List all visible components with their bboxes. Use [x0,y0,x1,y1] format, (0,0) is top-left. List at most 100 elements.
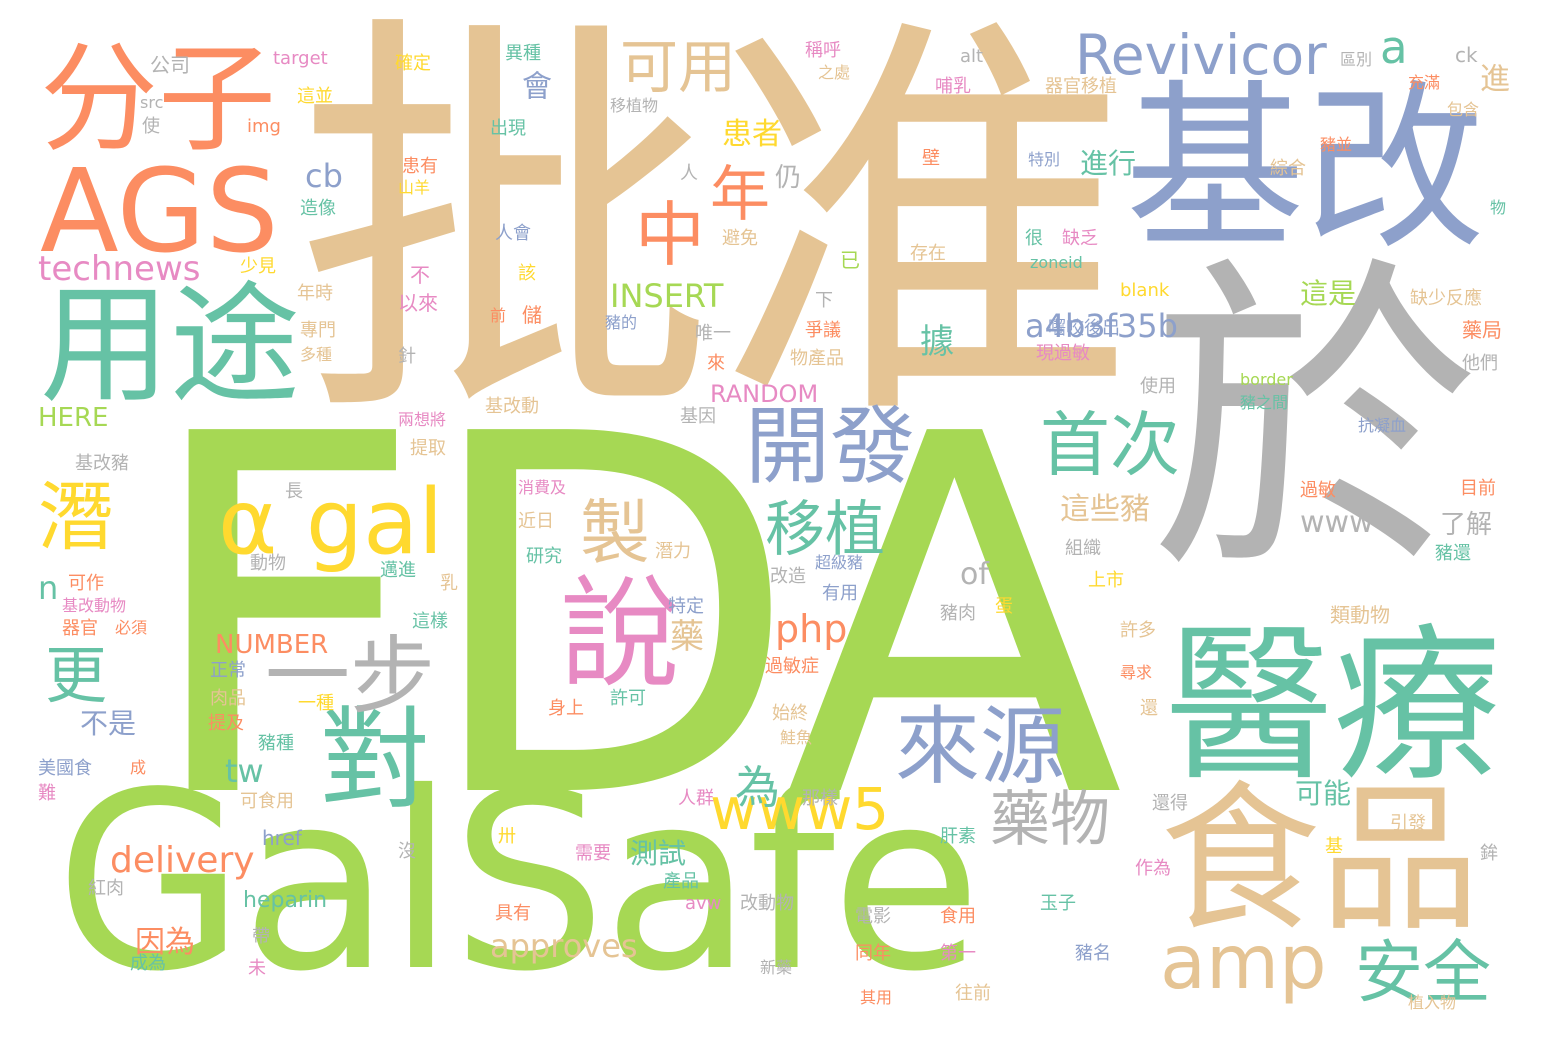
word-img: img [247,116,281,137]
word-renhui: 人會 [495,223,531,244]
word-qubie: 區別 [1340,50,1373,69]
word-zheshi: 這是 [1300,277,1357,310]
word-duozhong: 多種 [300,345,333,364]
word-xuke: 許可 [610,688,646,709]
word-zhude: 豬的 [605,313,638,332]
word-jigai: 基改 [1125,65,1486,274]
word-tebie: 特別 [1028,150,1061,169]
word-tiji: 提及 [208,713,244,734]
word-yu: 於 [1150,231,1480,615]
word-of: of [960,557,989,592]
word-mei: 沒 [398,841,416,862]
word-alt: alt [960,46,984,67]
word-dan: 蛋 [995,596,1013,617]
word-wei: 為 [735,761,781,814]
word-zhichu: 之處 [818,63,851,82]
word-shiyong: 使用 [1140,376,1176,397]
word-ru: 乳 [440,573,458,594]
word-approves: approves [490,927,638,965]
word-fda: FDA [140,331,1124,907]
word-baohan: 包含 [1447,100,1480,119]
word-a: a [1380,21,1408,74]
word-jinri: 近日 [518,511,554,532]
word-xinyao: 新藥 [760,958,793,977]
word-guiyu: 鮭魚 [780,728,813,747]
word-shi: 使 [142,116,160,137]
word-huan: 還 [1140,698,1158,719]
word-src: src [140,93,164,112]
word-bushi: 不是 [80,707,137,740]
word-pizhun: 批准 [295,0,1135,472]
word-guomin: 過敏 [1300,480,1336,501]
word-jinxing: 進行 [1080,147,1137,180]
word-zhexiezhu: 這些豬 [1060,492,1150,527]
word-liangxiangjiang: 兩想將 [398,410,447,429]
word-zhuhai: 豬還 [1435,543,1471,564]
word-shiyong2: 食用 [940,906,976,927]
word-weiyi: 唯一 [695,323,731,344]
word-yaowu: 藥物 [990,785,1110,855]
word-xunqiu: 尋求 [1120,663,1153,682]
word-youyong: 有用 [822,583,858,604]
word-queding: 確定 [395,53,431,74]
word-kaifa: 開發 [745,398,916,497]
word-avw: avw [685,893,722,914]
word-ceshi: 測試 [630,837,687,870]
word-zuowei: 作為 [1135,858,1171,879]
word-zhurou: 豬肉 [940,603,976,624]
word-xiaofeiji: 消費及 [518,478,567,497]
word-www5: www5 [710,775,890,843]
word-shanyang: 山羊 [398,178,431,197]
word-geng: 更 [45,639,108,712]
word-yizhong2: 一種 [298,693,334,714]
word-number: NUMBER [215,630,329,660]
word-blank: blank [1120,280,1170,301]
word-anquan: 安全 [1355,934,1492,1013]
word-wuchanpin: 物產品 [790,348,844,369]
word-buru: 哺乳 [935,76,971,97]
word-qiguan: 器官 [62,618,98,639]
word-jigaizhu: 基改豬 [75,453,129,474]
word-zhubing: 豬並 [1320,135,1353,154]
word-ju: 據 [920,322,954,362]
word-galsafe: GalSafe [55,740,982,1025]
word-keneng: 可能 [1295,777,1352,810]
word-yiliao: 醫療 [1165,608,1501,804]
word-insert: INSERT [610,277,724,315]
word-meiguoshi: 美國食 [38,758,92,779]
word-gansu: 肝素 [940,826,976,847]
word-diyi: 第一 [940,943,976,964]
word-gai: 該 [518,263,536,284]
word-qian2: 前 [490,306,507,325]
word-chengwei: 成為 [130,953,166,974]
word-mubiao: 目前 [1460,478,1496,499]
word-zhuzhijian: 豬之間 [1240,393,1289,412]
word-zoneid: zoneid [1030,253,1083,272]
word-zhen: 針 [398,346,416,367]
word-qiyong: 其用 [860,988,893,1007]
word-niaoyaohou: 囓咬後出 [1048,318,1120,339]
word-cunzai: 存在 [910,243,946,264]
word-tw: tw [225,752,264,790]
word-jigaidongwu: 基改動物 [62,596,127,615]
word-target: target [273,48,328,69]
word-www: www [1300,505,1374,540]
word-wei2: 未 [248,958,266,979]
word-reng: 仍 [775,163,802,193]
word-tamen: 他們 [1462,353,1498,374]
word-chuxian: 出現 [490,118,526,139]
word-roupin: 肉品 [210,688,246,709]
word-shouci: 首次 [1040,404,1180,486]
word-bixu: 必須 [115,618,148,637]
word-shizhong: 始終 [772,703,808,724]
word-gongsi: 公司 [150,53,190,77]
word-chu: 儲 [522,303,542,327]
word-yaoju: 藥局 [1462,318,1502,342]
word-heparin: heparin [243,888,328,913]
word-zaoxiang: 造像 [300,198,336,219]
word-xiu: 鉾 [1480,843,1498,864]
word-wu: 物 [1490,198,1507,217]
word-renqun: 人群 [678,788,714,809]
word-zhuming: 豬名 [1075,943,1111,964]
